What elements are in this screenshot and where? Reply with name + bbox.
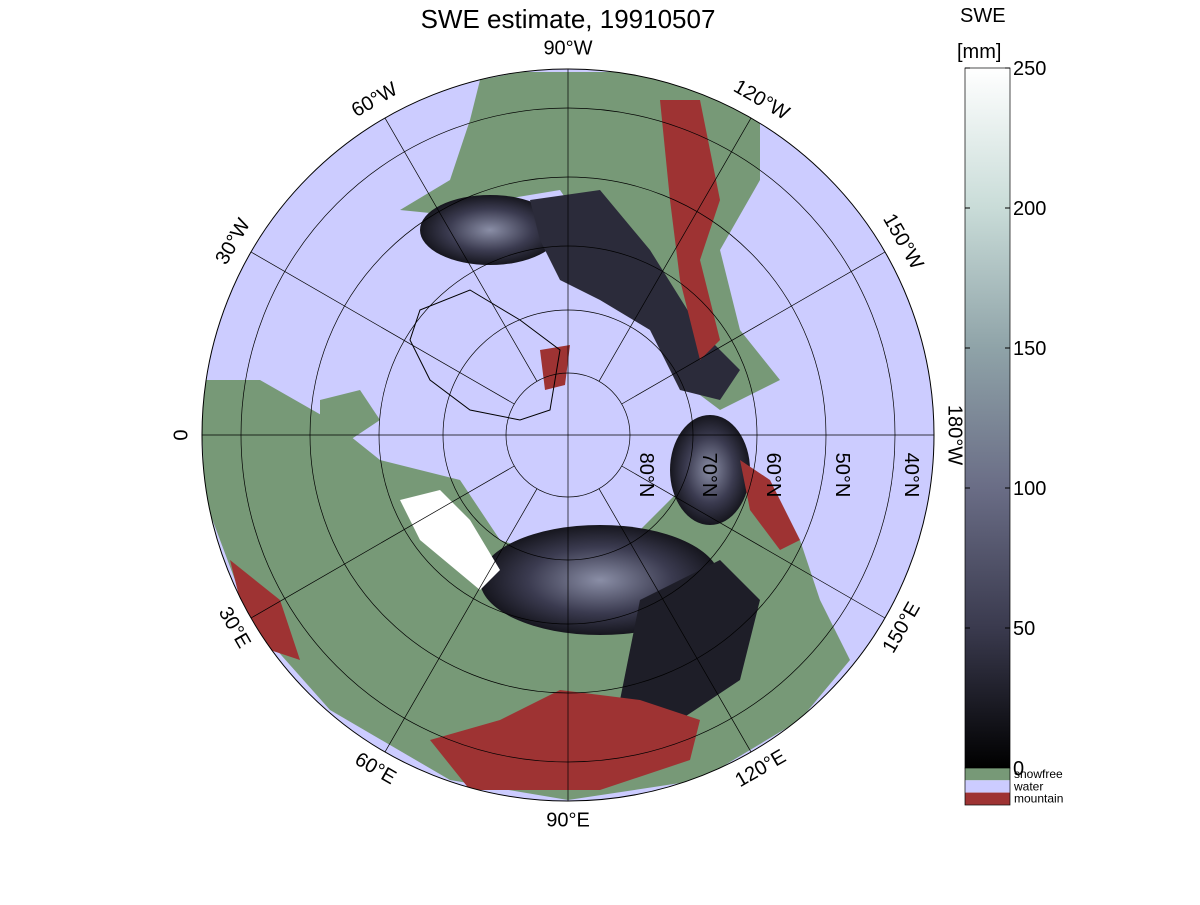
- latitude-label: 80°N: [635, 453, 657, 498]
- latitude-label: 50°N: [831, 453, 853, 498]
- colorbar-label: SWE: [960, 5, 1006, 27]
- legend-border: [964, 767, 1011, 806]
- snow: [420, 195, 560, 265]
- mountain: [540, 345, 570, 390]
- map: [202, 69, 934, 801]
- legend-label: mountain: [1014, 792, 1063, 806]
- latitude-label: 60°N: [762, 453, 784, 498]
- map-border: [201, 68, 935, 802]
- latitude-label: 70°N: [698, 453, 720, 498]
- colorbar-tick-label: 250: [1013, 58, 1046, 80]
- longitude-label: 90°E: [546, 809, 590, 831]
- snow: [530, 190, 740, 400]
- snow: [400, 490, 500, 590]
- meridian: [384, 488, 538, 753]
- meridian: [621, 251, 886, 405]
- legend-swatch: [965, 780, 1010, 793]
- longitude-label: 90°W: [543, 37, 592, 59]
- meridian: [621, 465, 886, 619]
- longitude-label: 180°W: [944, 405, 966, 465]
- legend-swatch: [965, 792, 1010, 805]
- land: [320, 390, 380, 440]
- longitude-label: 0: [170, 429, 192, 440]
- colorbar-tick-label: 100: [1013, 478, 1046, 500]
- legend-label: snowfree: [1014, 767, 1063, 781]
- latitude-label: 40°N: [900, 453, 922, 498]
- legend-swatch: [965, 768, 1010, 781]
- snow: [670, 415, 750, 525]
- graticule: [202, 69, 934, 801]
- coastline: [409, 289, 561, 421]
- meridian: [250, 465, 515, 619]
- colorbar-tick-label: 200: [1013, 198, 1046, 220]
- meridian: [598, 117, 752, 382]
- colorbar-tick-label: 50: [1013, 618, 1035, 640]
- title: SWE estimate, 19910507: [421, 4, 716, 34]
- meridian: [250, 251, 515, 405]
- legend-label: water: [1013, 779, 1043, 793]
- meridian: [384, 117, 538, 382]
- mountain: [660, 100, 720, 360]
- colorbar-tick-label: 0: [1013, 758, 1024, 780]
- mountain: [740, 460, 800, 550]
- meridian: [598, 488, 752, 753]
- colorbar-label: [mm]: [957, 41, 1001, 63]
- colorbar-scale: [964, 67, 1011, 769]
- colorbar-tick-label: 150: [1013, 338, 1046, 360]
- snow: [620, 560, 760, 720]
- mountain: [430, 690, 700, 790]
